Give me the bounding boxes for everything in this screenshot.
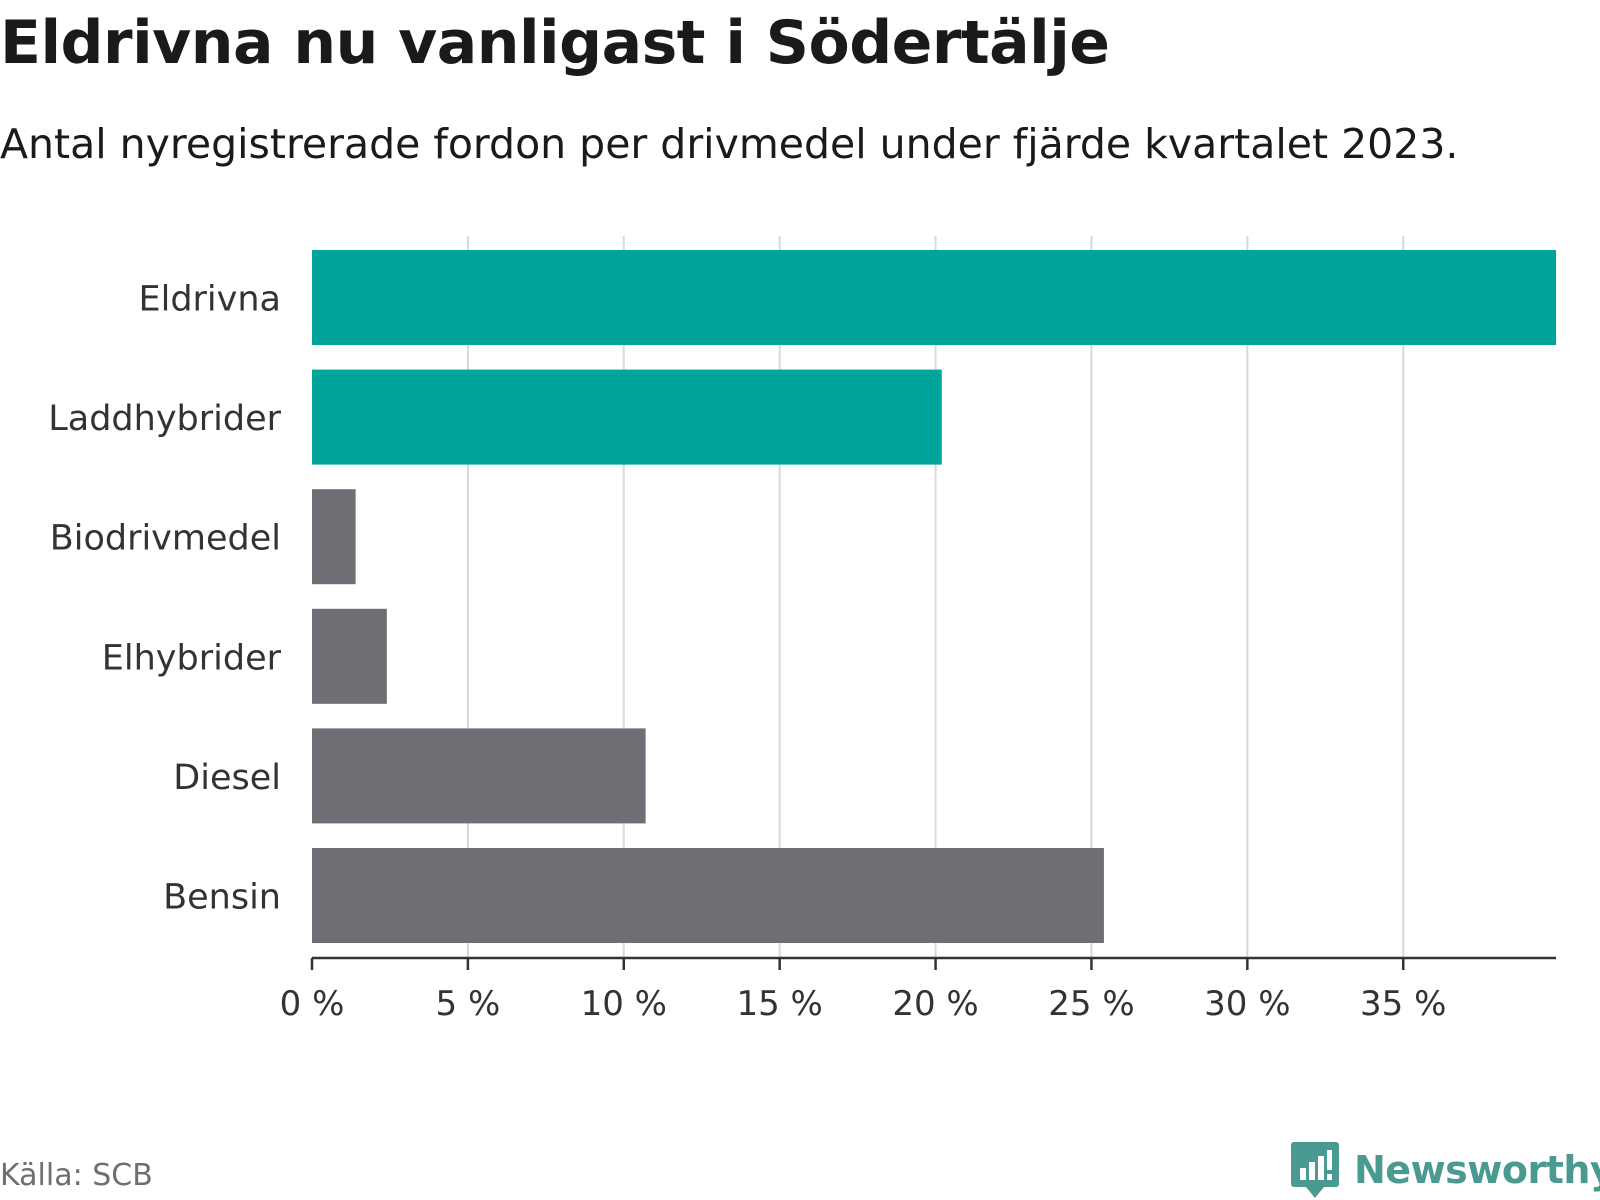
bar-biodrivmedel xyxy=(312,489,356,585)
x-tick-label: 0 % xyxy=(280,984,345,1024)
category-label: Laddhybrider xyxy=(48,399,281,439)
x-tick-label: 30 % xyxy=(1204,984,1290,1024)
x-tick-label: 20 % xyxy=(892,984,978,1024)
x-tick-label: 15 % xyxy=(736,984,822,1024)
bar-laddhybrider xyxy=(312,369,942,465)
brand-name: Newsworthy xyxy=(1354,1148,1600,1192)
bar-chart: Eldrivna Laddhybrider Biodrivmedel Elhybrid… xyxy=(48,236,1556,1024)
chart-title: Eldrivna nu vanligast i Södertälje xyxy=(0,8,1110,78)
category-label: Eldrivna xyxy=(138,280,281,320)
category-label: Diesel xyxy=(173,758,281,798)
newsworthy-logo-icon xyxy=(1291,1142,1339,1198)
brand-logo: Newsworthy xyxy=(1290,1140,1600,1200)
category-label: Biodrivmedel xyxy=(50,519,281,559)
source-note: Källa: SCB xyxy=(0,1158,153,1193)
chart-subtitle: Antal nyregistrerade fordon per drivmede… xyxy=(0,120,1459,168)
x-tick-label: 10 % xyxy=(581,984,667,1024)
bar-diesel xyxy=(312,728,646,824)
bar-eldrivna xyxy=(312,250,1556,345)
bar-bensin xyxy=(312,848,1104,943)
category-label: Elhybrider xyxy=(102,638,282,678)
x-tick-label: 35 % xyxy=(1360,984,1446,1024)
category-label: Bensin xyxy=(163,878,281,918)
x-tick-label: 5 % xyxy=(436,984,501,1024)
bar-elhybrider xyxy=(312,608,387,704)
x-tick-label: 25 % xyxy=(1048,984,1134,1024)
